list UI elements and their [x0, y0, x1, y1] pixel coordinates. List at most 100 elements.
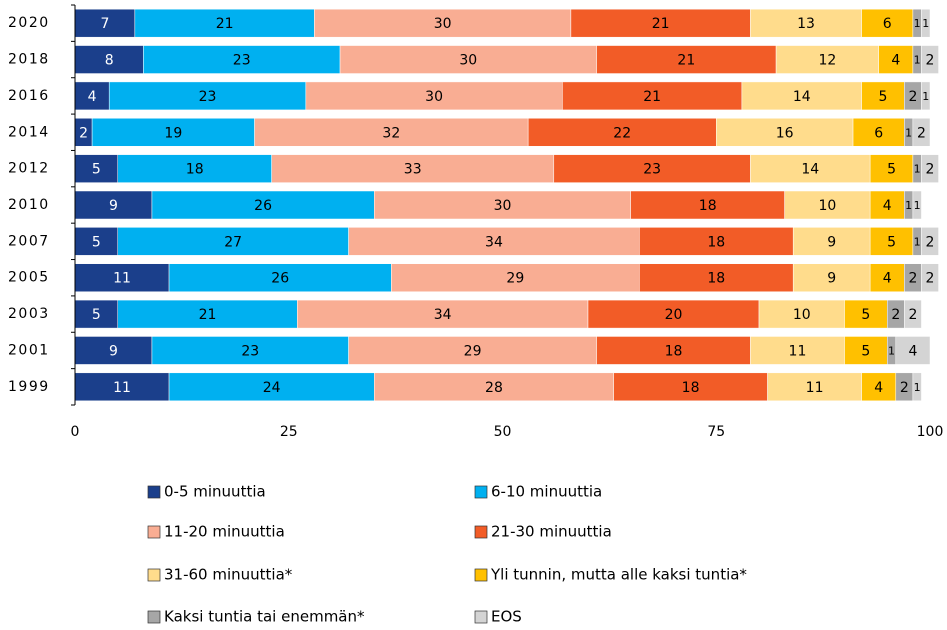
- data-label: 5: [887, 234, 896, 250]
- bar-segment: [74, 227, 118, 256]
- data-label: 18: [707, 271, 725, 287]
- bar-segment: [391, 263, 640, 292]
- data-label: 9: [109, 198, 118, 214]
- data-label: 11: [806, 380, 824, 396]
- x-tick-label: 100: [917, 424, 944, 440]
- data-label: 4: [908, 343, 917, 359]
- data-label: 22: [613, 125, 631, 141]
- data-label: 14: [793, 89, 811, 105]
- bar-segment: [562, 81, 743, 111]
- bar-segment: [639, 227, 794, 256]
- bar-segment: [767, 372, 862, 402]
- bar-segment: [716, 118, 854, 147]
- bar-segment: [912, 118, 931, 147]
- bar-segment: [869, 190, 905, 220]
- data-label: 2: [926, 271, 935, 287]
- bar-segment: [587, 299, 760, 329]
- bar-segment: [869, 154, 914, 183]
- data-label: 33: [404, 162, 422, 178]
- bar-segment: [91, 118, 255, 147]
- y-tick-label: 2018: [8, 52, 50, 68]
- bar-segment: [750, 8, 862, 38]
- data-label: 20: [665, 307, 683, 323]
- data-label: 4: [874, 380, 883, 396]
- data-label: 34: [485, 234, 503, 250]
- data-label: 9: [109, 343, 118, 359]
- bar-segment: [844, 336, 888, 365]
- data-label: 4: [883, 198, 892, 214]
- y-tick-label: 2001: [8, 342, 50, 358]
- data-label: 30: [494, 198, 512, 214]
- legend-label: EOS: [491, 608, 522, 626]
- legend-swatch: [474, 568, 488, 582]
- bar-segment: [613, 372, 768, 402]
- bar-segment: [74, 190, 153, 220]
- bar-segment: [570, 8, 751, 38]
- bar-segment: [117, 154, 272, 183]
- bar-segment: [348, 336, 597, 365]
- data-label: 5: [861, 343, 870, 359]
- legend-swatch: [474, 485, 488, 499]
- y-tick-label: 2010: [8, 197, 50, 213]
- x-tick-label: 50: [494, 424, 512, 440]
- data-label: 18: [699, 198, 717, 214]
- data-label: 10: [818, 198, 836, 214]
- data-label: 21: [643, 89, 661, 105]
- bar-segment: [297, 299, 589, 329]
- bar-segment: [74, 372, 170, 402]
- bar-segment: [151, 336, 349, 365]
- data-label: 4: [88, 89, 97, 105]
- data-label: 5: [92, 234, 101, 250]
- data-label: 1: [888, 344, 895, 357]
- data-label: 23: [233, 53, 251, 69]
- bar-segment: [74, 81, 110, 111]
- data-label: 1: [922, 90, 929, 103]
- data-label: 12: [818, 53, 836, 69]
- data-label: 24: [263, 380, 281, 396]
- data-label: 21: [677, 53, 695, 69]
- bar-segment: [921, 154, 939, 183]
- bar-segment: [912, 190, 922, 220]
- legend-swatch: [474, 525, 488, 539]
- y-tick-label: 2007: [8, 233, 50, 249]
- legend-label: 31-60 minuuttia*: [164, 566, 293, 584]
- data-label: 2: [900, 380, 909, 396]
- data-label: 2: [908, 89, 917, 105]
- bar-segment: [921, 227, 939, 256]
- bar-segment: [108, 81, 307, 111]
- bar-segment: [904, 299, 922, 329]
- data-label: 2: [79, 125, 88, 141]
- data-label: 11: [789, 343, 807, 359]
- legend-swatch: [147, 610, 161, 624]
- y-tick-label: 2020: [8, 15, 50, 31]
- bar-segment: [314, 8, 572, 38]
- data-label: 2: [926, 53, 935, 69]
- bar-segment: [878, 45, 914, 74]
- legend-swatch: [147, 525, 161, 539]
- bar-segment: [143, 45, 341, 74]
- data-label: 1: [914, 199, 921, 212]
- legend-swatch: [147, 568, 161, 582]
- x-tick-label: 0: [71, 424, 80, 440]
- bar-segment: [750, 336, 845, 365]
- data-label: 29: [464, 343, 482, 359]
- bar-segment: [861, 81, 905, 111]
- data-label: 18: [707, 234, 725, 250]
- data-label: 26: [271, 271, 289, 287]
- bar-segment: [895, 336, 931, 365]
- data-label: 23: [199, 89, 217, 105]
- data-label: 2: [917, 125, 926, 141]
- bar-segment: [553, 154, 751, 183]
- legend-label: 11-20 minuuttia: [164, 523, 285, 541]
- bar-segment: [527, 118, 717, 147]
- bar-segment: [775, 45, 879, 74]
- bar-segment: [784, 190, 871, 220]
- x-tick-label: 25: [280, 424, 298, 440]
- legend-swatch: [147, 485, 161, 499]
- bar-segment: [792, 263, 871, 292]
- data-label: 1: [905, 126, 912, 139]
- data-label: 1: [914, 163, 921, 176]
- legend-label: Yli tunnin, mutta alle kaksi tuntia*: [490, 566, 747, 584]
- bar-segment: [271, 154, 555, 183]
- data-label: 27: [224, 234, 242, 250]
